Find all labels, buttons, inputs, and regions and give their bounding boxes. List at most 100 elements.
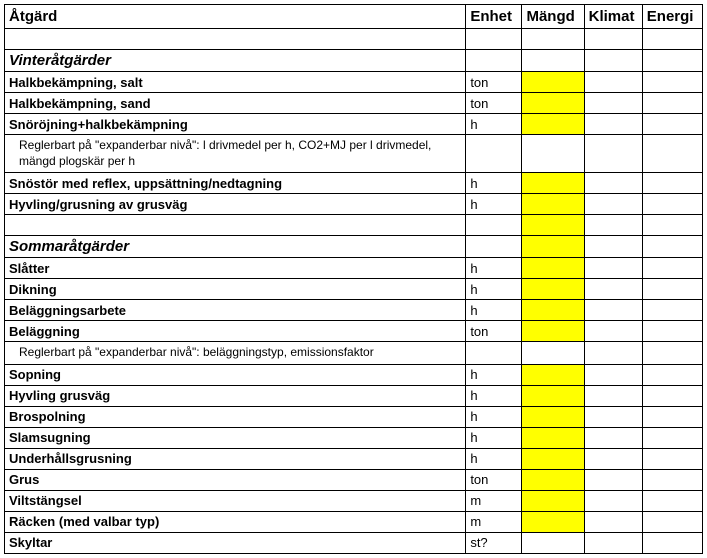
cell-action: Vinteråtgärder bbox=[5, 50, 466, 72]
table-row: Sommaråtgärder bbox=[5, 236, 703, 258]
cell-energy bbox=[642, 258, 702, 279]
cell-unit: h bbox=[466, 258, 522, 279]
cell-action: Räcken (med valbar typ) bbox=[5, 511, 466, 532]
cell-qty bbox=[522, 258, 584, 279]
cell-energy bbox=[642, 279, 702, 300]
cell-action: Viltstängsel bbox=[5, 490, 466, 511]
table-row: Vinteråtgärder bbox=[5, 50, 703, 72]
cell-unit: h bbox=[466, 173, 522, 194]
cell-unit bbox=[466, 135, 522, 173]
table-row: Underhållsgrusningh bbox=[5, 448, 703, 469]
cell-qty bbox=[522, 364, 584, 385]
cell-unit: ton bbox=[466, 72, 522, 93]
cell-action: Hyvling grusväg bbox=[5, 385, 466, 406]
cell-action: Beläggning bbox=[5, 321, 466, 342]
cell-climate bbox=[584, 114, 642, 135]
cell-energy bbox=[642, 93, 702, 114]
cell-energy bbox=[642, 448, 702, 469]
cell-action: Grus bbox=[5, 469, 466, 490]
table-row: Halkbekämpning, sandton bbox=[5, 93, 703, 114]
cell-energy bbox=[642, 321, 702, 342]
header-climate: Klimat bbox=[584, 5, 642, 29]
cell-action: Halkbekämpning, salt bbox=[5, 72, 466, 93]
cell-unit: ton bbox=[466, 469, 522, 490]
cell-action: Slåtter bbox=[5, 258, 466, 279]
table-row: Brospolningh bbox=[5, 406, 703, 427]
cell-climate bbox=[584, 72, 642, 93]
cell-qty bbox=[522, 342, 584, 365]
cell-energy bbox=[642, 29, 702, 50]
cell-unit: h bbox=[466, 300, 522, 321]
cell-unit: ton bbox=[466, 93, 522, 114]
cell-action bbox=[5, 29, 466, 50]
cell-energy bbox=[642, 114, 702, 135]
cell-qty bbox=[522, 236, 584, 258]
table-row bbox=[5, 215, 703, 236]
cell-climate bbox=[584, 50, 642, 72]
cell-action: Hyvling/grusning av grusväg bbox=[5, 194, 466, 215]
cell-climate bbox=[584, 29, 642, 50]
cell-action: Sommaråtgärder bbox=[5, 236, 466, 258]
cell-qty bbox=[522, 448, 584, 469]
table-row: Reglerbart på "expanderbar nivå": belägg… bbox=[5, 342, 703, 365]
table-row: Halkbekämpning, saltton bbox=[5, 72, 703, 93]
table-row: Skyltarst? bbox=[5, 532, 703, 553]
cell-action: Skyltar bbox=[5, 532, 466, 553]
cell-unit bbox=[466, 29, 522, 50]
cell-unit: h bbox=[466, 279, 522, 300]
cell-climate bbox=[584, 490, 642, 511]
table-row: Viltstängselm bbox=[5, 490, 703, 511]
cell-qty bbox=[522, 215, 584, 236]
cell-energy bbox=[642, 490, 702, 511]
cell-energy bbox=[642, 427, 702, 448]
cell-unit: h bbox=[466, 114, 522, 135]
table-row: Slåtterh bbox=[5, 258, 703, 279]
cell-unit: h bbox=[466, 448, 522, 469]
cell-unit: h bbox=[466, 406, 522, 427]
table-row: Beläggnington bbox=[5, 321, 703, 342]
cell-climate bbox=[584, 469, 642, 490]
cell-energy bbox=[642, 511, 702, 532]
cell-action: Sopning bbox=[5, 364, 466, 385]
cell-qty bbox=[522, 50, 584, 72]
cell-climate bbox=[584, 173, 642, 194]
cell-climate bbox=[584, 93, 642, 114]
header-action: Åtgärd bbox=[5, 5, 466, 29]
table-row: Räcken (med valbar typ)m bbox=[5, 511, 703, 532]
cell-climate bbox=[584, 279, 642, 300]
table-body: VinteråtgärderHalkbekämpning, salttonHal… bbox=[5, 29, 703, 554]
cell-climate bbox=[584, 342, 642, 365]
table-row: Sopningh bbox=[5, 364, 703, 385]
table-row: Snöstör med reflex, uppsättning/nedtagni… bbox=[5, 173, 703, 194]
cell-energy bbox=[642, 406, 702, 427]
cell-energy bbox=[642, 342, 702, 365]
cell-energy bbox=[642, 532, 702, 553]
table-row: Snöröjning+halkbekämpningh bbox=[5, 114, 703, 135]
cell-qty bbox=[522, 29, 584, 50]
header-unit: Enhet bbox=[466, 5, 522, 29]
cell-climate bbox=[584, 448, 642, 469]
table-row: Hyvling/grusning av grusvägh bbox=[5, 194, 703, 215]
cell-energy bbox=[642, 194, 702, 215]
cell-unit: h bbox=[466, 427, 522, 448]
cell-qty bbox=[522, 279, 584, 300]
cell-action: Reglerbart på "expanderbar nivå": belägg… bbox=[5, 342, 466, 365]
cell-unit: m bbox=[466, 511, 522, 532]
table-row: Reglerbart på "expanderbar nivå": l driv… bbox=[5, 135, 703, 173]
cell-qty bbox=[522, 300, 584, 321]
table-row: Gruston bbox=[5, 469, 703, 490]
cell-unit: m bbox=[466, 490, 522, 511]
cell-qty bbox=[522, 490, 584, 511]
table-row: Dikningh bbox=[5, 279, 703, 300]
cell-energy bbox=[642, 215, 702, 236]
table-row: Beläggningsarbeteh bbox=[5, 300, 703, 321]
cell-climate bbox=[584, 194, 642, 215]
cell-qty bbox=[522, 511, 584, 532]
cell-action bbox=[5, 215, 466, 236]
cell-qty bbox=[522, 469, 584, 490]
cell-unit bbox=[466, 215, 522, 236]
cell-action: Snöstör med reflex, uppsättning/nedtagni… bbox=[5, 173, 466, 194]
header-qty: Mängd bbox=[522, 5, 584, 29]
cell-climate bbox=[584, 215, 642, 236]
cell-climate bbox=[584, 427, 642, 448]
